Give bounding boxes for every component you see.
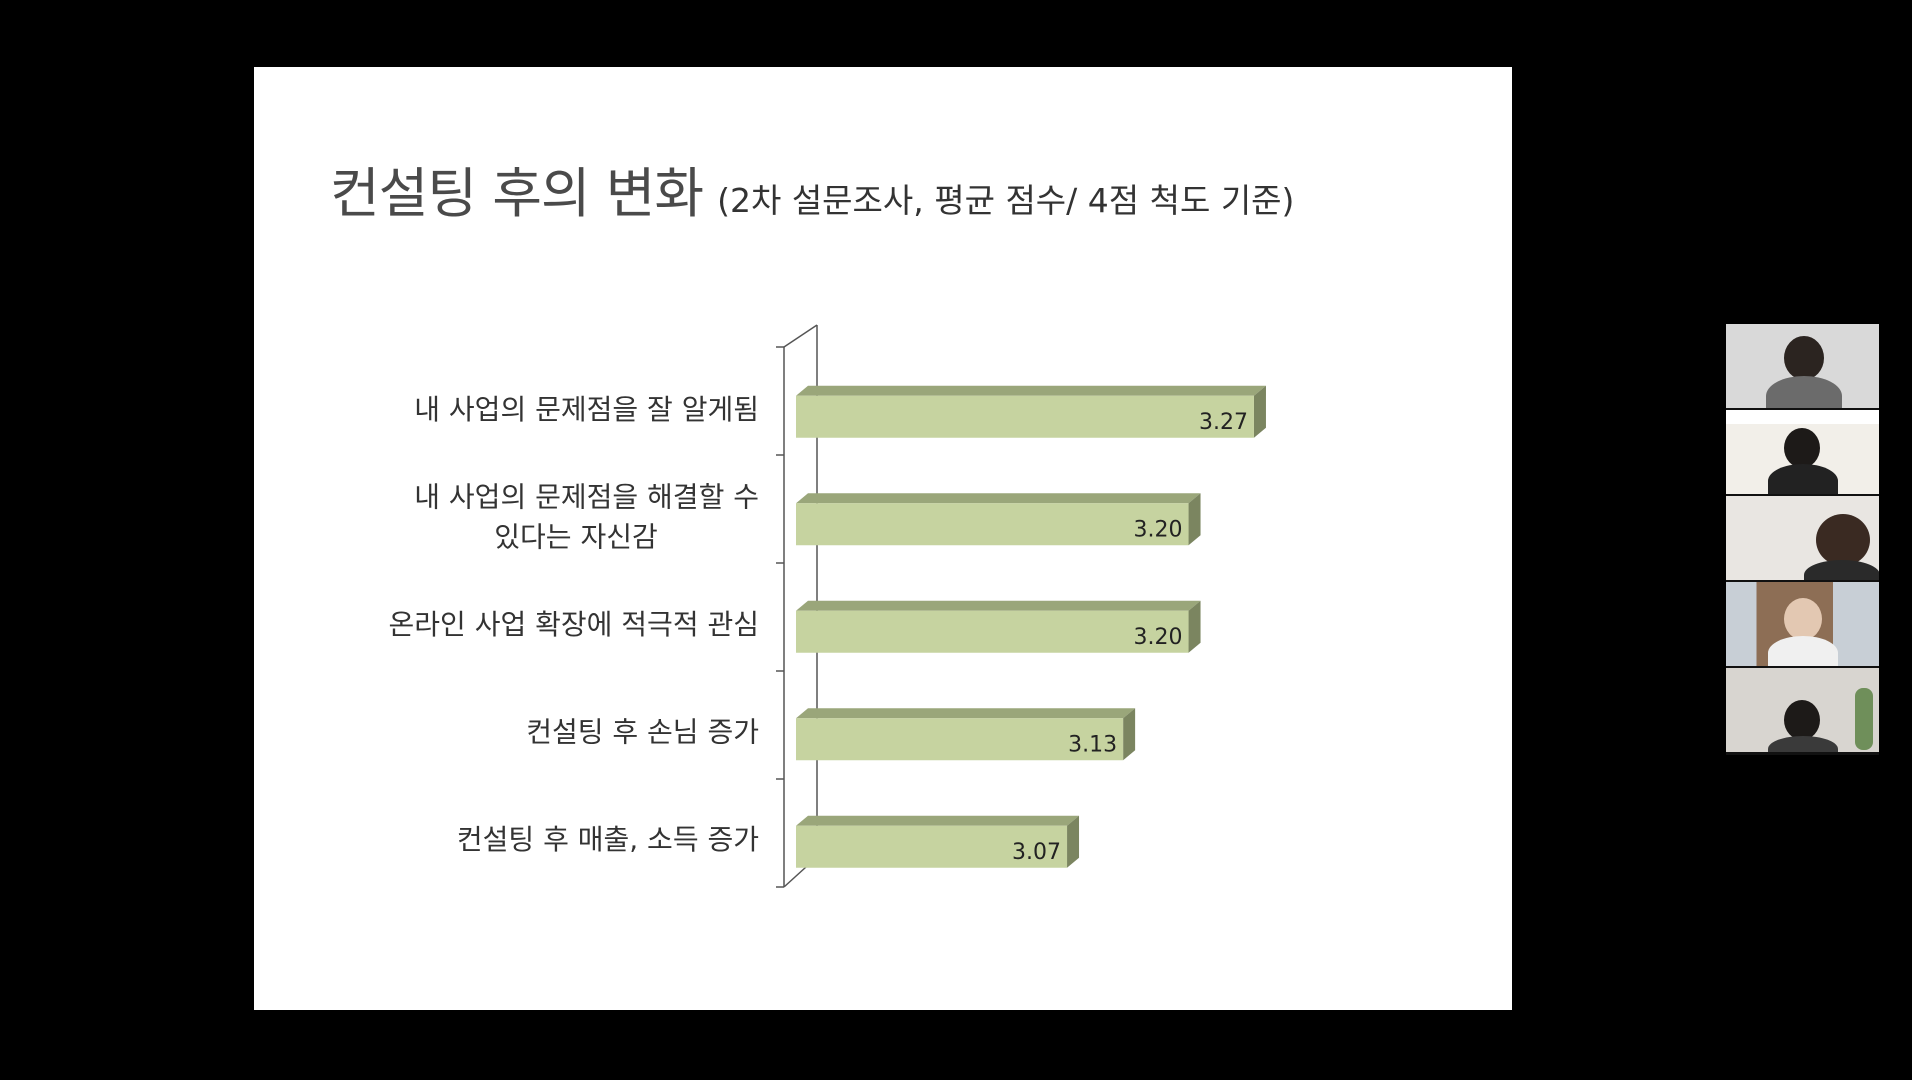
category-label: 온라인 사업 확장에 적극적 관심	[389, 608, 759, 641]
bar-top	[796, 708, 1136, 719]
axis-line-top	[783, 324, 818, 348]
category-label: 내 사업의 문제점을 잘 알게됨	[414, 393, 759, 426]
bar	[796, 503, 1189, 546]
bar-top	[796, 493, 1201, 504]
bar-top	[796, 385, 1266, 396]
category-label: 컨설팅 후 손님 증가	[526, 715, 759, 748]
bar-side	[1253, 385, 1266, 438]
category-label: 있다는 자신감	[494, 520, 657, 553]
bar-top	[796, 815, 1080, 826]
category-label: 내 사업의 문제점을 해결할 수	[414, 480, 759, 513]
data-label: 3.20	[1134, 625, 1183, 650]
bar-chart: 3.27 내 사업의 문제점을 잘 알게됨 3.20 내 사업의 문제점을 해결할 수…	[389, 324, 1266, 888]
bar-side	[1123, 708, 1136, 761]
presentation-slide: 컨설팅 후의 변화 (2차 설문조사, 평균 점수/ 4점 척도 기준) 3.27…	[254, 67, 1512, 1010]
bar	[796, 610, 1189, 653]
bar-side	[1188, 600, 1201, 653]
bar	[796, 718, 1124, 761]
participant-video-1[interactable]	[1726, 324, 1879, 408]
participant-video-2[interactable]	[1726, 410, 1879, 494]
category-label: 컨설팅 후 매출, 소득 증가	[457, 823, 759, 856]
participant-video-panel[interactable]	[1726, 324, 1879, 755]
slide-title: 컨설팅 후의 변화 (2차 설문조사, 평균 점수/ 4점 척도 기준)	[330, 149, 1294, 228]
participant-video-4[interactable]	[1726, 582, 1879, 666]
bar-top	[796, 600, 1201, 611]
slide-title-main: 컨설팅 후의 변화	[330, 162, 704, 225]
bar-side	[1067, 815, 1080, 868]
data-label: 3.13	[1068, 732, 1117, 757]
bar-side	[1188, 493, 1201, 546]
data-label: 3.20	[1134, 517, 1183, 542]
data-label: 3.27	[1199, 410, 1248, 435]
data-label: 3.07	[1012, 840, 1061, 865]
bar	[796, 395, 1254, 438]
participant-video-5[interactable]	[1726, 668, 1879, 752]
bar	[796, 825, 1068, 868]
participant-video-3[interactable]	[1726, 496, 1879, 580]
slide-title-subtitle: (2차 설문조사, 평균 점수/ 4점 척도 기준)	[717, 181, 1295, 220]
